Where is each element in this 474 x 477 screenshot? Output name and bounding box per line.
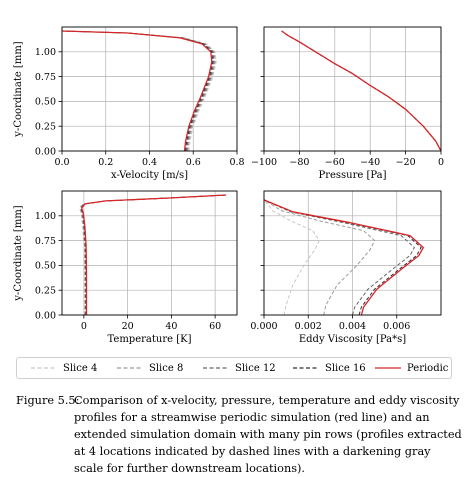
series-line-slice-8: [263, 199, 376, 316]
series-line-slice-8: [79, 194, 227, 315]
profile-comparison-figure: 0.0 0.2 0.4 0.6 0.8 0.00 0.25 0.50 0.75 1.00 x-Vel…: [13, 26, 444, 345]
chart-panel-3: 0 20 40 60 0.00 0.25 0.50 0.75 1.00 Temperature […: [13, 190, 238, 345]
x-tick-label: 0.4: [142, 157, 157, 168]
series-line-slice-12: [61, 30, 215, 152]
legend-swatch-periodic: [375, 367, 401, 369]
series-line-slice-12: [281, 30, 442, 152]
x-tick-label: 0: [81, 321, 87, 332]
legend-item-slice-8: Slice 8: [117, 361, 183, 375]
x-tick-label: 0.000: [250, 321, 277, 332]
x-tick-label: 0.006: [383, 321, 410, 332]
x-tick-label: −40: [360, 157, 380, 168]
series-line-periodic: [81, 194, 227, 315]
legend-item-slice-12: Slice 12: [203, 361, 276, 375]
caption-text: Comparison of x-velocity, pressure, temp…: [74, 394, 462, 475]
series-line-slice-8: [281, 30, 442, 152]
x-axis-label: Eddy Viscosity [Pa*s]: [299, 334, 406, 345]
x-tick-label: 0.2: [98, 157, 113, 168]
legend-item-slice-16: Slice 16: [293, 361, 366, 375]
legend-label-slice-16: Slice 16: [325, 362, 366, 374]
legend-label-slice-8: Slice 8: [149, 362, 184, 374]
series-line-slice-16: [263, 199, 422, 316]
x-tick-label: 0: [438, 157, 444, 168]
legend-swatch-slice-16: [293, 367, 319, 369]
x-tick-label: 60: [209, 321, 221, 332]
series-line-slice-12: [263, 199, 415, 316]
series-line-slice-4: [79, 194, 227, 315]
series-line-slice-12: [80, 194, 227, 315]
x-tick-label: 0.8: [229, 157, 244, 168]
y-tick-label: 0.25: [35, 122, 56, 133]
series-line-periodic: [263, 199, 424, 316]
x-tick-label: −80: [289, 157, 309, 168]
legend-label-slice-12: Slice 12: [235, 362, 276, 374]
y-tick-label: 0.75: [35, 72, 56, 83]
legend-swatch-slice-8: [117, 367, 143, 369]
series-line-periodic: [281, 30, 442, 152]
y-tick-label: 0.75: [35, 236, 56, 247]
y-axis-label: y-Coordinate [mm]: [13, 205, 24, 301]
series-line-slice-4: [281, 30, 442, 152]
y-tick-label: 0.50: [35, 97, 56, 108]
series-line-slice-4: [263, 199, 320, 316]
x-tick-label: 0.004: [339, 321, 366, 332]
series-line-slice-16: [61, 30, 214, 152]
y-tick-label: 0.25: [35, 286, 56, 297]
x-axis-label: Temperature [K]: [108, 334, 192, 345]
x-tick-label: 20: [122, 321, 134, 332]
series-line-slice-16: [281, 30, 442, 152]
x-tick-label: 0.002: [295, 321, 322, 332]
chart-panel-4: 0.000 0.002 0.004 0.006 Eddy Viscosity [Pa*s…: [250, 190, 442, 345]
x-tick-label: 0.0: [54, 157, 69, 168]
y-tick-label: 0.00: [35, 146, 56, 157]
legend-swatch-slice-4: [31, 367, 57, 369]
plot-frame: [61, 190, 238, 316]
chart-panel-1: 0.0 0.2 0.4 0.6 0.8 0.00 0.25 0.50 0.75 1.00 x-Vel…: [13, 26, 245, 181]
y-axis-label: y-Coordinate [mm]: [13, 41, 24, 137]
legend-item-slice-4: Slice 4: [31, 361, 97, 375]
legend-swatch-slice-12: [203, 367, 229, 369]
chart-panel-2: −100 −80 −60 −40 −20 0 Pressure [Pa]: [251, 26, 444, 181]
plot-frame: [263, 26, 442, 152]
legend-item-periodic: Periodic: [375, 361, 448, 375]
legend-label-slice-4: Slice 4: [63, 362, 98, 374]
x-axis-label: Pressure [Pa]: [318, 170, 386, 181]
y-tick-label: 0.50: [35, 261, 56, 272]
caption-label: Figure 5.5:: [16, 394, 80, 407]
legend-label-periodic: Periodic: [407, 362, 449, 374]
series-line-periodic: [61, 30, 213, 152]
series-line-slice-4: [61, 30, 217, 152]
x-tick-label: −60: [325, 157, 345, 168]
series-line-slice-8: [61, 30, 216, 152]
series-line-slice-16: [80, 194, 227, 315]
x-axis-label: x-Velocity [m/s]: [111, 170, 188, 181]
legend: Slice 4 Slice 8 Slice 12 Slice 16 Period…: [16, 357, 452, 379]
y-tick-label: 0.00: [35, 310, 56, 321]
y-tick-label: 1.00: [35, 211, 56, 222]
x-tick-label: 40: [165, 321, 177, 332]
x-tick-label: −20: [396, 157, 416, 168]
x-tick-label: −100: [251, 157, 277, 168]
y-tick-label: 1.00: [35, 47, 56, 58]
x-tick-label: 0.6: [186, 157, 201, 168]
